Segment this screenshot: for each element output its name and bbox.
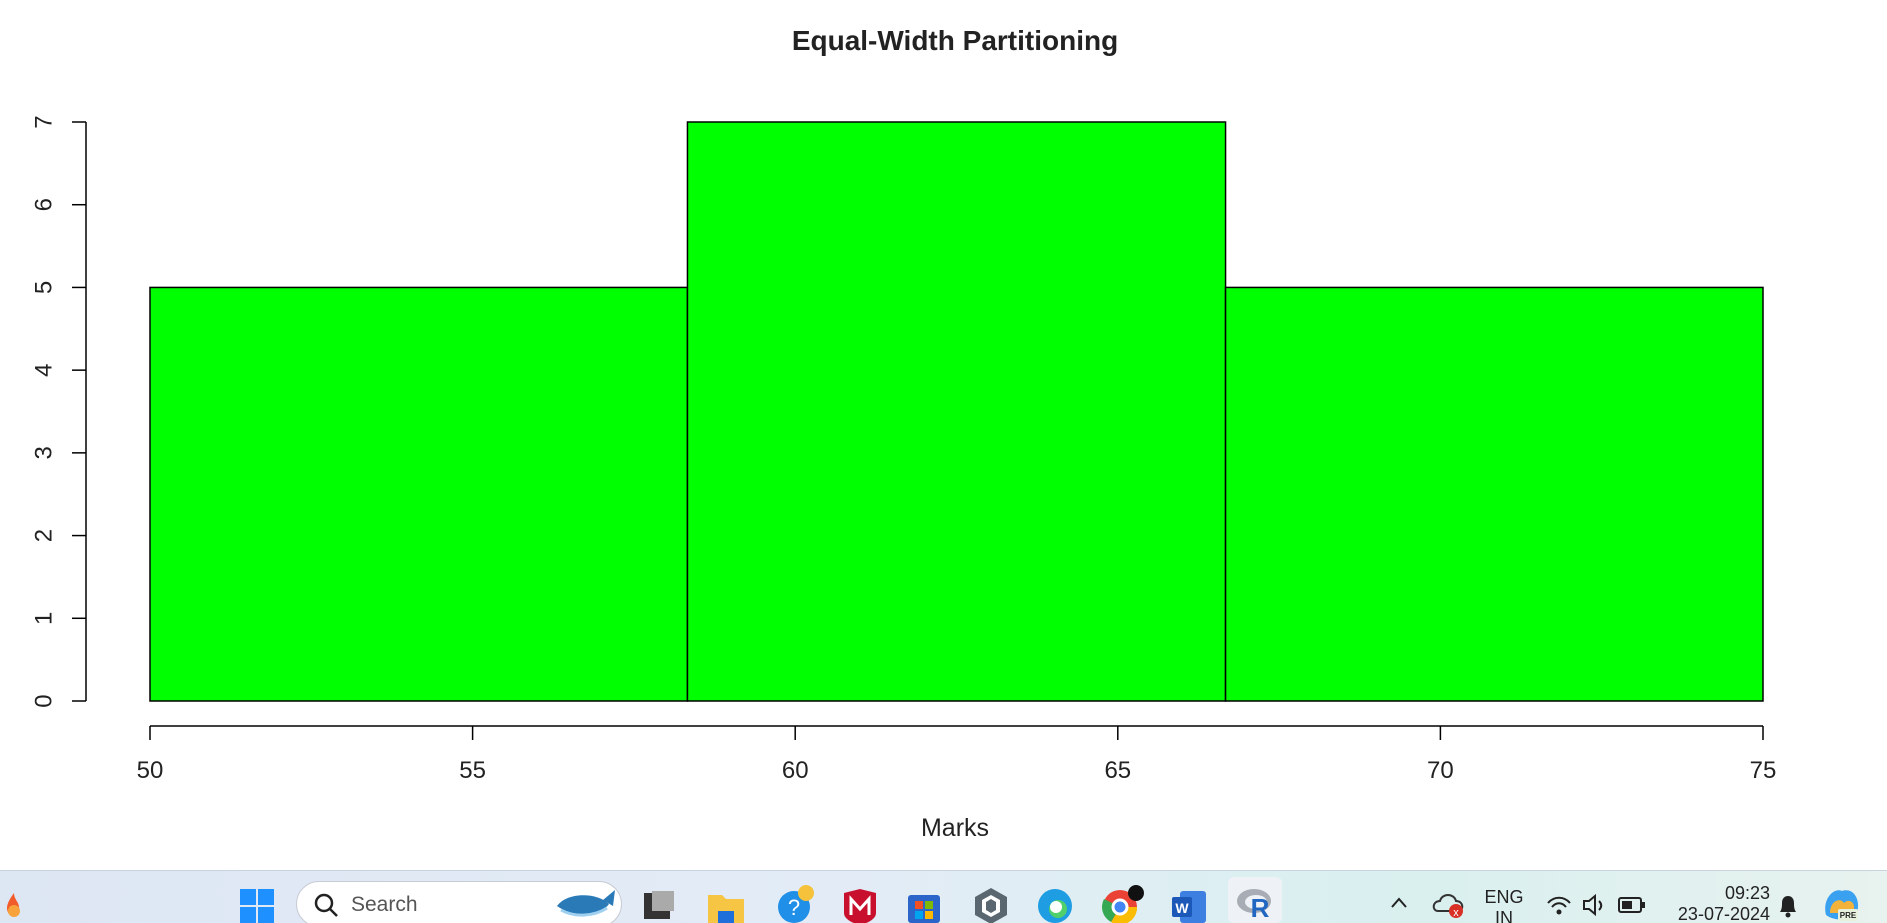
volume-icon[interactable] [1582,893,1608,917]
edge-icon[interactable] [1036,887,1072,923]
histogram-bar-2 [686,121,1227,702]
svg-text:W: W [1175,900,1189,916]
x-tick-label: 70 [1427,757,1454,784]
battery-icon[interactable] [1618,895,1646,915]
histogram-bar-3 [1224,286,1764,702]
y-axis: 0 1 2 3 4 5 6 7 [31,115,87,708]
bars-group [149,121,1764,702]
histogram-bar-1 [149,286,689,702]
search-icon [313,892,339,923]
search-placeholder: Search [351,893,418,916]
file-explorer-icon[interactable] [706,889,744,923]
help-icon[interactable]: ? [776,885,814,923]
chrome-icon[interactable] [1100,885,1144,923]
mcafee-icon[interactable] [842,889,878,923]
svg-text:?: ? [788,895,800,920]
y-tick-label: 4 [31,363,58,376]
histogram-chart: Equal-Width Partitioning 0 1 2 3 4 5 6 7 50 55 60… [31,25,1777,842]
word-icon[interactable]: W [1170,889,1206,923]
onedrive-error-icon[interactable]: x [1432,891,1466,919]
x-axis: 50 55 60 65 70 75 [137,725,1777,784]
r-app-tab[interactable]: R [1228,877,1282,923]
y-tick-label: 0 [31,694,58,707]
windows-start-icon[interactable] [240,889,276,923]
clock-time: 09:23 [1724,883,1770,903]
weather-icon[interactable] [0,885,28,921]
app-icon[interactable] [972,887,1008,923]
chart-title: Equal-Width Partitioning [792,25,1118,56]
x-tick-label: 75 [1750,757,1777,784]
r-icon: R [1236,885,1276,923]
y-tick-label: 6 [31,198,58,211]
y-tick-label: 3 [31,446,58,459]
x-tick-label: 50 [137,757,164,784]
chevron-up-icon[interactable] [1388,893,1410,913]
x-tick-label: 60 [782,757,809,784]
x-tick-label: 65 [1104,757,1131,784]
clock[interactable]: 09:23 23-07-2024 [1660,883,1770,923]
x-tick-label: 55 [459,757,486,784]
y-tick-label: 1 [31,612,58,625]
language-code: ENG [1484,887,1524,907]
svg-text:x: x [1453,907,1459,919]
y-tick-label: 5 [31,281,58,294]
wifi-icon[interactable] [1546,893,1572,917]
x-axis-label: Marks [921,814,989,842]
y-tick-label: 7 [31,115,58,128]
clock-date: 23-07-2024 [1677,904,1770,923]
svg-text:R: R [1251,893,1270,921]
task-view-icon[interactable] [640,889,676,923]
search-input[interactable]: Search [296,881,622,923]
microsoft-store-icon[interactable] [906,889,942,923]
y-tick-label: 2 [31,529,58,542]
taskbar: Search ? W R x ENG IN [0,870,1887,923]
copilot-icon[interactable]: PRE [1820,885,1864,923]
region-code: IN [1495,908,1513,923]
bell-icon[interactable] [1776,893,1800,919]
whale-widget-icon [553,888,617,923]
copilot-badge-text: PRE [1840,911,1857,920]
language-indicator[interactable]: ENG IN [1484,887,1524,923]
